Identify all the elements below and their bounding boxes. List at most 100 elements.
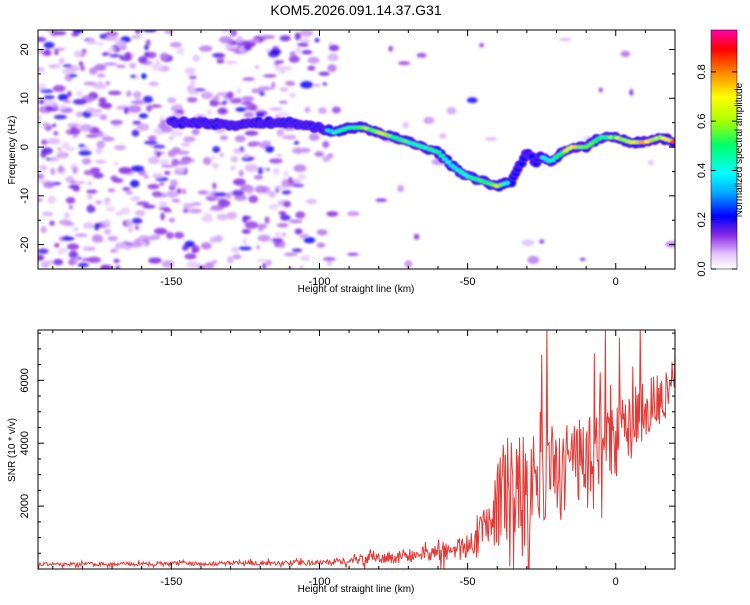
noise-blob (72, 184, 80, 192)
noise-blob (298, 265, 304, 269)
noise-blob (176, 188, 182, 195)
noise-blob (479, 43, 484, 48)
noise-blob (176, 47, 185, 55)
noise-blob (48, 64, 57, 68)
noise-blob (226, 211, 238, 220)
noise-blob (38, 173, 45, 179)
noise-blob (69, 257, 78, 265)
noise-blob (105, 206, 116, 212)
noise-blob (243, 153, 250, 159)
noise-blob (191, 202, 202, 206)
noise-blob (39, 164, 48, 171)
noise-blob (42, 211, 54, 217)
noise-blob (76, 90, 83, 97)
noise-blob (521, 239, 535, 247)
noise-blob (182, 202, 194, 209)
noise-blob (295, 211, 306, 219)
noise-blob (117, 40, 127, 49)
noise-blob (70, 127, 81, 135)
noise-blob (276, 223, 289, 228)
noise-blob (40, 262, 46, 269)
trace-peak (435, 150, 442, 155)
noise-blob (130, 179, 140, 188)
noise-blob (160, 119, 167, 124)
noise-blob (291, 183, 305, 188)
noise-blob (58, 57, 65, 64)
noise-blob (154, 227, 168, 235)
noise-blob (144, 44, 149, 51)
noise-blob (278, 111, 290, 117)
noise-blob (217, 107, 228, 115)
noise-blob (72, 166, 78, 174)
noise-blob (402, 121, 410, 129)
noise-blob (244, 221, 259, 229)
noise-blob (296, 46, 302, 55)
noise-blob (140, 73, 147, 79)
noise-blob (51, 123, 57, 128)
noise-blob (62, 67, 76, 75)
noise-blob (174, 231, 185, 239)
noise-blob (236, 88, 242, 94)
noise-blob (262, 167, 268, 172)
noise-blob (328, 44, 340, 52)
noise-blob (322, 156, 331, 162)
snr-line (38, 330, 675, 569)
noise-blob (130, 165, 145, 172)
noise-blob (243, 45, 252, 51)
noise-blob (86, 189, 98, 194)
noise-blob (54, 49, 59, 56)
noise-blob (213, 94, 220, 102)
y-tick-label: 2000 (19, 494, 31, 518)
noise-blob (104, 199, 110, 206)
colorbar-tick-label: 0.2 (696, 212, 708, 227)
noise-blob (257, 225, 264, 232)
noise-blob (404, 260, 413, 268)
noise-blob (214, 129, 226, 133)
x-tick-label: 0 (613, 576, 619, 588)
noise-blob (152, 144, 166, 149)
noise-blob (138, 113, 148, 119)
noise-blob (53, 114, 67, 120)
noise-blob (198, 265, 205, 269)
noise-blob (122, 187, 131, 191)
noise-blob (327, 53, 339, 62)
noise-blob (57, 248, 68, 253)
noise-blob (72, 98, 87, 105)
noise-blob (598, 87, 603, 93)
noise-blob (299, 234, 305, 239)
noise-blob (207, 109, 212, 116)
noise-blob (184, 253, 197, 260)
noise-blob (46, 138, 61, 145)
noise-blob (54, 243, 60, 248)
noise-blob (145, 51, 157, 59)
noise-blob (83, 170, 96, 176)
noise-blob (305, 198, 317, 205)
noise-blob (99, 33, 108, 40)
noise-blob (216, 59, 225, 64)
noise-blob (629, 89, 634, 96)
noise-blob (53, 102, 58, 109)
noise-blob (278, 211, 287, 216)
noise-blob (160, 212, 165, 221)
noise-blob (92, 172, 104, 179)
noise-blob (262, 262, 267, 269)
noise-blob (93, 223, 100, 231)
noise-blob (219, 135, 229, 141)
spectrogram-trace-layer (166, 116, 675, 192)
noise-blob (268, 203, 279, 210)
noise-blob (180, 142, 191, 147)
noise-blob (188, 208, 203, 214)
noise-blob (116, 64, 126, 68)
noise-blob (61, 141, 70, 150)
noise-blob (113, 258, 120, 264)
noise-blob (269, 107, 283, 111)
noise-blob (466, 97, 478, 104)
noise-blob (92, 234, 103, 241)
noise-blob (74, 233, 89, 238)
noise-blob (214, 235, 223, 243)
noise-blob (38, 114, 42, 121)
noise-blob (298, 174, 306, 180)
noise-blob (78, 144, 86, 148)
noise-blob (128, 226, 133, 234)
noise-blob (96, 81, 104, 88)
